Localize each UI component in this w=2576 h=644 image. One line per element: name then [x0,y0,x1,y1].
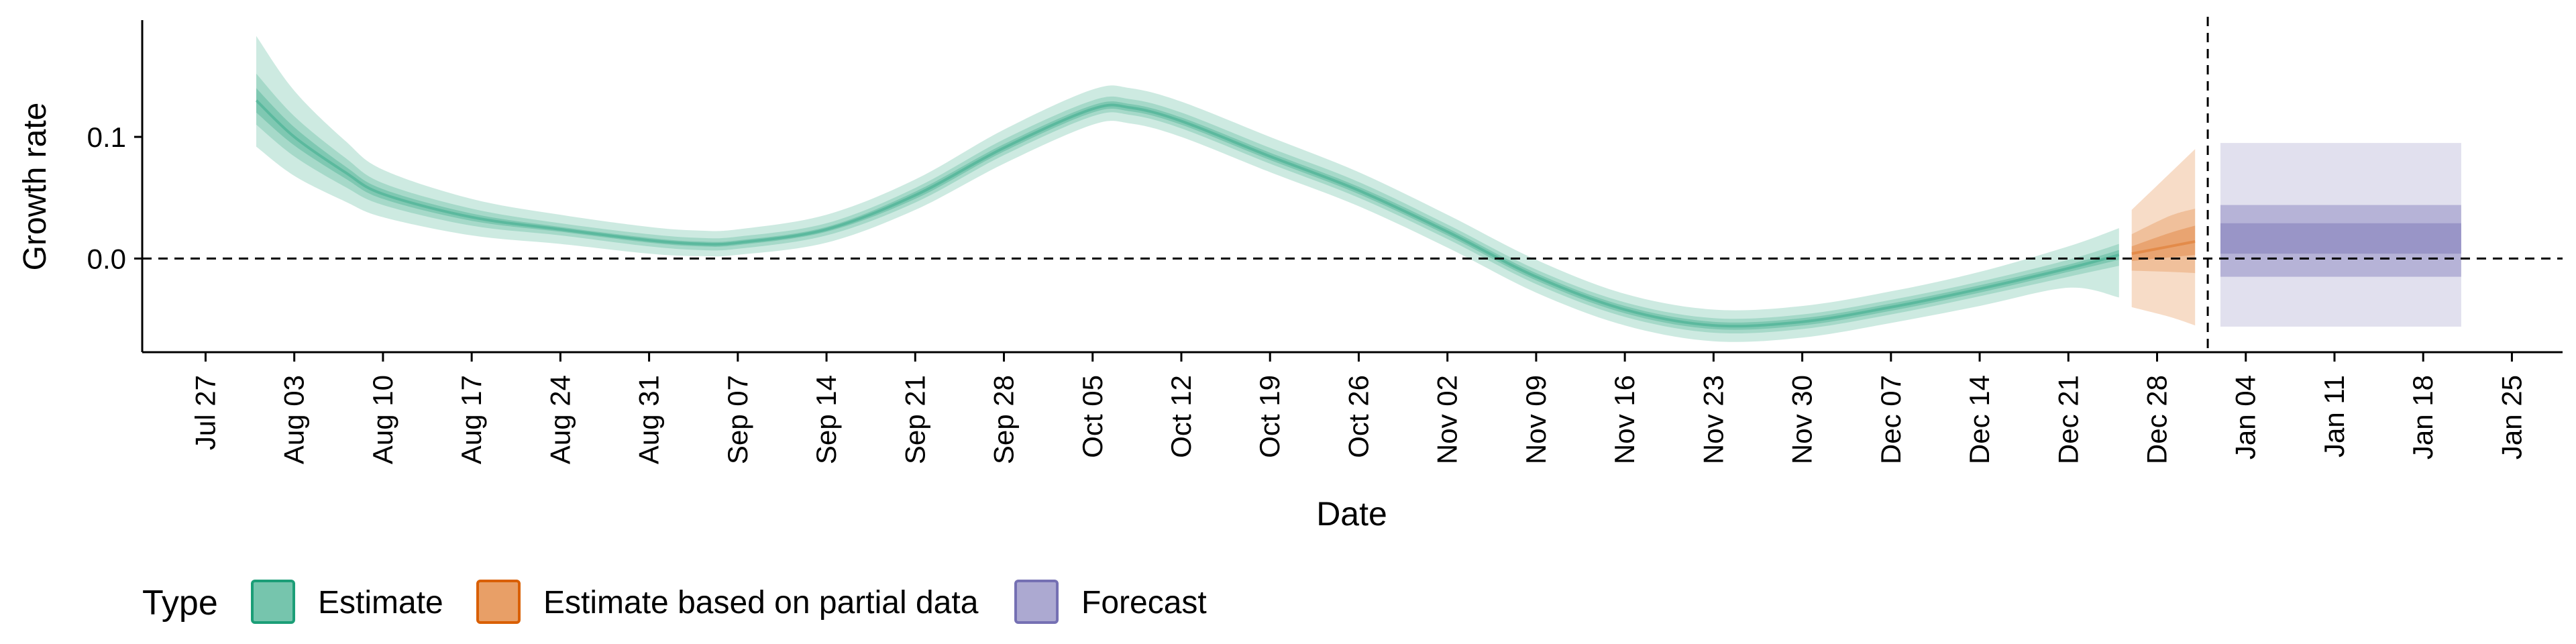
x-tick-label: Dec 21 [2052,375,2084,464]
x-tick-label: Aug 03 [278,375,310,464]
x-tick-label: Dec 07 [1875,375,1907,464]
y-tick-label: 0.0 [87,243,126,274]
reference-lines [142,17,2563,352]
axes: 0.0 0.1 Jul 27 Aug 03 Aug 10 Aug 17 Aug 24 Aug… [17,20,2563,533]
x-tick-label: Oct 19 [1254,375,1285,458]
uncertainty-bands [256,36,2461,342]
x-tick-label: Nov 30 [1786,375,1818,464]
x-tick-label: Nov 09 [1520,375,1552,464]
x-tick-label: Nov 16 [1609,375,1640,464]
forecast-band-90 [2220,143,2461,327]
estimate-median-line [255,99,2120,328]
y-ticks: 0.0 0.1 [87,121,142,274]
x-tick-label: Jan 04 [2230,375,2261,460]
x-tick-label: Jan 11 [2318,375,2350,458]
median-lines [255,99,2196,328]
x-tick-label: Sep 21 [899,375,930,464]
legend-key-estimate-based-on-partial-data [476,580,521,624]
legend-label-estimate: Estimate [318,585,443,621]
legend: Type Estimate Estimate based on partial d… [142,580,1207,624]
y-tick-label: 0.1 [87,121,126,153]
x-tick-label: Dec 28 [2141,375,2173,464]
x-tick-label: Nov 02 [1432,375,1463,464]
x-axis-title: Date [1316,495,1387,533]
y-axis-title: Growth rate [17,103,53,271]
x-tick-label: Aug 17 [455,375,487,464]
x-tick-label: Jul 27 [189,375,221,450]
legend-key-forecast [1014,580,1059,624]
legend-label-forecast: Forecast [1081,585,1207,621]
x-tick-label: Dec 14 [1964,375,1995,464]
legend-title: Type [142,584,218,623]
legend-label-estimate-based-on-partial-data: Estimate based on partial data [543,585,979,621]
x-tick-label: Sep 07 [722,375,753,464]
x-tick-label: Aug 24 [544,375,576,464]
x-tick-label: Oct 26 [1342,375,1374,458]
x-tick-label: Jan 25 [2496,375,2527,460]
estimate-based-on-partial-data-band-90 [2131,149,2196,326]
x-tick-label: Jan 18 [2407,375,2438,460]
forecast-band-50 [2220,205,2461,277]
forecast-band-20 [2220,223,2461,254]
estimate-based-on-partial-data-median-line [2131,240,2196,256]
x-tick-label: Oct 05 [1077,375,1108,458]
estimate-band-50 [256,73,2119,334]
x-ticks: Jul 27 Aug 03 Aug 10 Aug 17 Aug 24 Aug 31 Sep … [189,352,2527,464]
x-tick-label: Aug 10 [367,375,398,464]
estimate-based-on-partial-data-band-50 [2131,209,2196,274]
x-tick-label: Nov 23 [1697,375,1729,464]
x-tick-label: Sep 14 [810,375,842,464]
estimate-based-on-partial-data-band-20 [2131,225,2196,261]
x-tick-label: Aug 31 [633,375,665,464]
x-tick-label: Oct 12 [1165,375,1197,458]
legend-items: Estimate Estimate based on partial data Fo… [251,580,1207,624]
x-tick-label: Sep 28 [988,375,1020,464]
estimate-band-90 [256,36,2119,342]
legend-key-estimate [251,580,295,624]
